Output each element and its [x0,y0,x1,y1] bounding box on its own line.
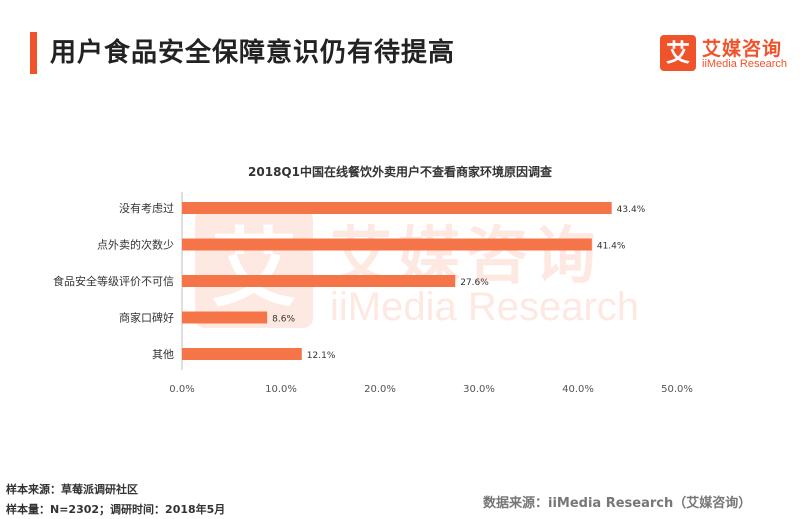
category-label-4: 商家口碑好 [119,311,174,325]
bar-5 [182,348,302,360]
data-label-4: 8.6% [272,315,295,325]
data-source: 数据来源：iiMedia Research（艾媒咨询） [483,496,752,511]
chart-title: 2018Q1中国在线餐饮外卖用户不查看商家环境原因调查 [248,165,552,179]
logo-english-name: iiMedia Research [702,58,787,70]
data-label-3: 27.6% [460,278,489,288]
x-tick-label-5: 40.0% [562,384,594,395]
bar-4 [182,311,268,324]
bar-1 [182,202,612,214]
x-tick-label-2: 10.0% [265,384,297,395]
bar-3 [182,275,456,287]
page-title: 用户食品安全保障意识仍有待提高 [50,38,456,68]
sample-source: 样本来源：草莓派调研社区 [6,483,138,496]
x-tick-label-6: 50.0% [661,384,693,395]
x-tick-label-4: 30.0% [463,384,495,395]
sample-size: 样本量：N=2302；调研时间：2018年5月 [6,503,226,516]
data-label-5: 12.1% [307,351,336,361]
x-tick-label-3: 20.0% [364,384,396,395]
x-tick-label-1: 0.0% [169,384,194,395]
bar-2 [182,238,592,251]
data-label-2: 41.4% [597,242,626,252]
brand-logo: 艾 艾媒咨询 iiMedia Research [660,35,790,75]
title-accent-bar [30,32,37,74]
category-label-5: 其他 [152,348,174,361]
logo-chinese-name: 艾媒咨询 [702,38,783,60]
logo-mark: 艾 [660,35,696,71]
data-label-1: 43.4% [617,205,646,215]
category-label-3: 食品安全等级评价不可信 [53,274,174,288]
category-label-1: 没有考虑过 [119,201,174,215]
category-label-2: 点外卖的次数少 [97,238,174,252]
